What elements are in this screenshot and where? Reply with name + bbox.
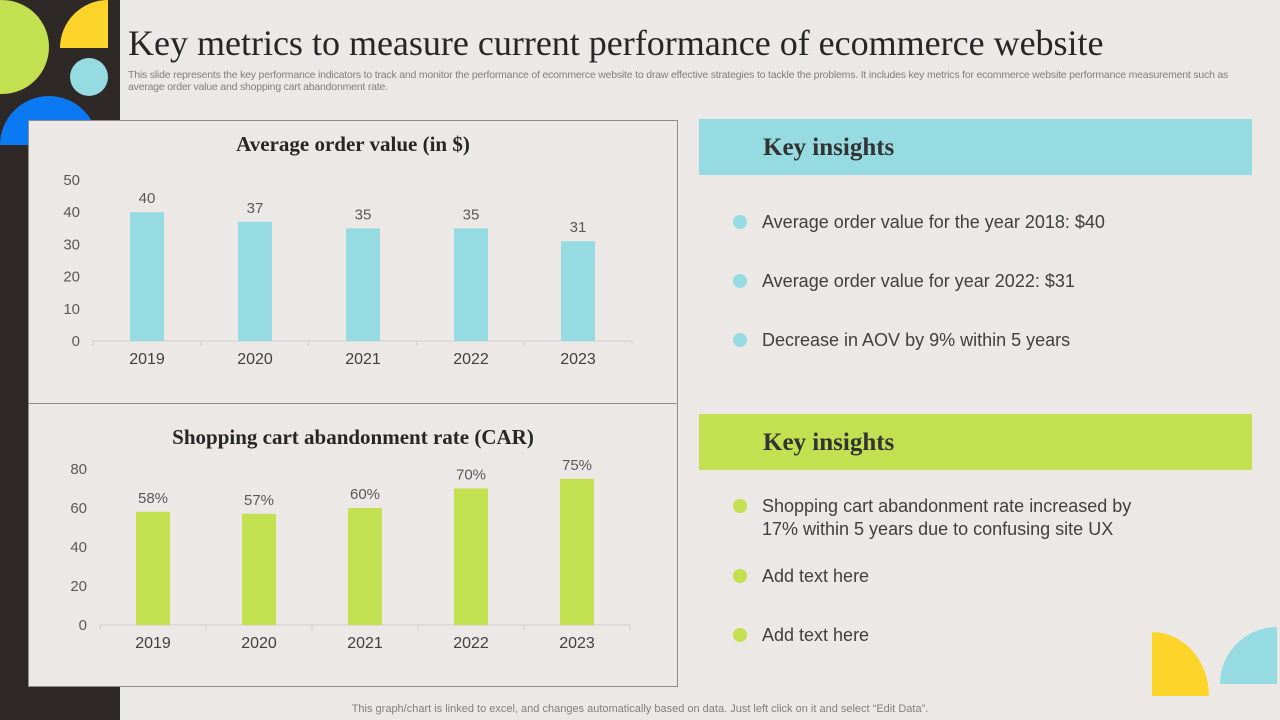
insight-bullet: Average order value for year 2022: $31	[733, 270, 1173, 293]
insight-bullet: Add text here	[733, 624, 1173, 647]
insights-heading-car: Key insights	[699, 414, 1252, 470]
cyan-circle-shape	[70, 58, 108, 96]
x-tick-label: 2019	[129, 351, 165, 368]
x-tick-label: 2023	[559, 635, 595, 652]
y-tick-label: 20	[70, 578, 87, 595]
aov-chart-title: Average order value (in $)	[236, 132, 470, 156]
lime-circle-shape	[0, 0, 49, 94]
bar	[136, 511, 170, 625]
bullet-dot-icon	[733, 333, 747, 347]
bar	[454, 488, 488, 625]
x-tick-label: 2020	[241, 635, 277, 652]
insight-text: Add text here	[762, 625, 870, 645]
x-tick-label: 2022	[453, 351, 489, 368]
x-tick-label: 2020	[237, 351, 273, 368]
bar	[561, 241, 595, 341]
bar	[454, 228, 488, 341]
data-label: 57%	[244, 492, 274, 509]
bullet-dot-icon	[733, 628, 747, 642]
bar	[238, 221, 272, 341]
charts-svg: 0102030405040201937202035202135202231202…	[63, 172, 633, 652]
data-label: 35	[463, 206, 480, 223]
data-label: 70%	[456, 467, 486, 484]
data-label: 31	[570, 219, 587, 236]
insight-bullet: Decrease in AOV by 9% within 5 years	[733, 329, 1173, 352]
insight-text: Decrease in AOV by 9% within 5 years	[762, 330, 1071, 350]
data-label: 40	[139, 190, 156, 207]
insight-bullet: Add text here	[733, 565, 1173, 588]
car-chart-title: Shopping cart abandonment rate (CAR)	[172, 425, 534, 449]
data-label: 37	[247, 200, 264, 217]
data-label: 60%	[350, 486, 380, 503]
y-tick-label: 10	[63, 301, 80, 318]
insight-text: Average order value for the year 2018: $…	[762, 212, 1105, 232]
y-tick-label: 30	[63, 236, 80, 253]
bullet-dot-icon	[733, 499, 747, 513]
y-tick-label: 0	[79, 617, 87, 634]
bar	[348, 508, 382, 625]
page-title: Key metrics to measure current performan…	[128, 23, 1104, 63]
y-tick-label: 40	[63, 204, 80, 221]
y-tick-label: 20	[63, 269, 80, 286]
bar	[346, 228, 380, 341]
insight-text: Add text here	[762, 566, 870, 586]
insight-text: Shopping cart abandonment rate increased…	[762, 496, 1132, 539]
insight-bullet: Shopping cart abandonment rate increased…	[733, 495, 1153, 541]
bullet-dot-icon	[733, 569, 747, 583]
data-label: 75%	[562, 457, 592, 474]
cyan-quarter-shape	[1220, 627, 1277, 684]
x-tick-label: 2022	[453, 635, 489, 652]
bar	[560, 478, 594, 625]
data-label: 58%	[138, 490, 168, 507]
x-tick-label: 2021	[347, 635, 383, 652]
bullet-dot-icon	[733, 215, 747, 229]
footer-note: This graph/chart is linked to excel, and…	[351, 703, 929, 715]
insight-bullet: Average order value for the year 2018: $…	[733, 211, 1173, 234]
yellow-quarter-shape	[1152, 632, 1209, 696]
y-tick-label: 0	[72, 333, 80, 350]
x-tick-label: 2021	[345, 351, 381, 368]
data-label: 35	[355, 206, 372, 223]
y-tick-label: 80	[70, 461, 87, 478]
insights-heading-aov: Key insights	[699, 119, 1252, 175]
page-subtitle: This slide represents the key performanc…	[128, 69, 1229, 93]
corner-decoration	[1152, 627, 1277, 696]
yellow-quarter-shape	[60, 0, 108, 48]
bar	[130, 212, 164, 341]
insight-text: Average order value for year 2022: $31	[762, 271, 1075, 291]
y-tick-label: 50	[63, 172, 80, 189]
y-tick-label: 40	[70, 539, 87, 556]
y-tick-label: 60	[70, 500, 87, 517]
x-tick-label: 2019	[135, 635, 171, 652]
x-tick-label: 2023	[560, 351, 596, 368]
bullet-dot-icon	[733, 274, 747, 288]
bar	[242, 513, 276, 625]
